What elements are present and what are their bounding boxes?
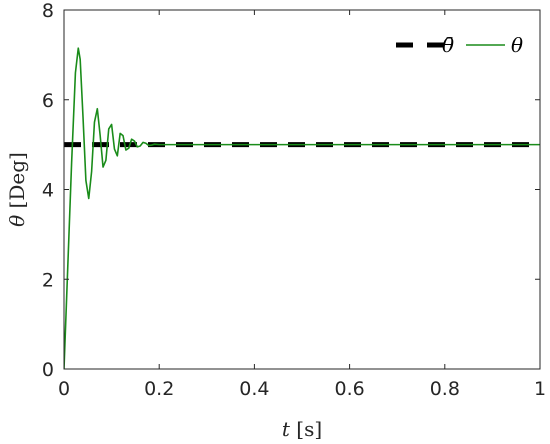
- legend: θ̄ θ: [396, 33, 523, 57]
- legend-label-theta: θ: [511, 33, 523, 57]
- plot-area: [64, 48, 540, 369]
- x-tick-label: 1: [534, 378, 546, 400]
- x-tick-label: 0.8: [430, 378, 460, 400]
- y-axis-label: θ [Deg]: [5, 152, 29, 227]
- y-tick-label: 6: [42, 90, 54, 112]
- x-tick-label: 0.4: [239, 378, 269, 400]
- y-tick-label: 8: [42, 0, 54, 22]
- series-line-theta: [64, 48, 540, 369]
- y-tick-label: 4: [42, 180, 54, 202]
- x-axis-label: t [s]: [282, 417, 322, 441]
- y-tick-label: 0: [42, 359, 54, 381]
- axes: 0 0.2 0.4 0.6 0.8 1 0 2 4 6 8 t [s] θ [Deg]: [5, 0, 546, 441]
- x-tick-label: 0.2: [144, 378, 174, 400]
- x-tick-label: 0.6: [334, 378, 364, 400]
- y-tick-label: 2: [42, 269, 54, 291]
- x-tick-label: 0: [58, 378, 70, 400]
- legend-label-theta-bar: θ̄: [442, 33, 454, 57]
- axes-box: [64, 10, 540, 369]
